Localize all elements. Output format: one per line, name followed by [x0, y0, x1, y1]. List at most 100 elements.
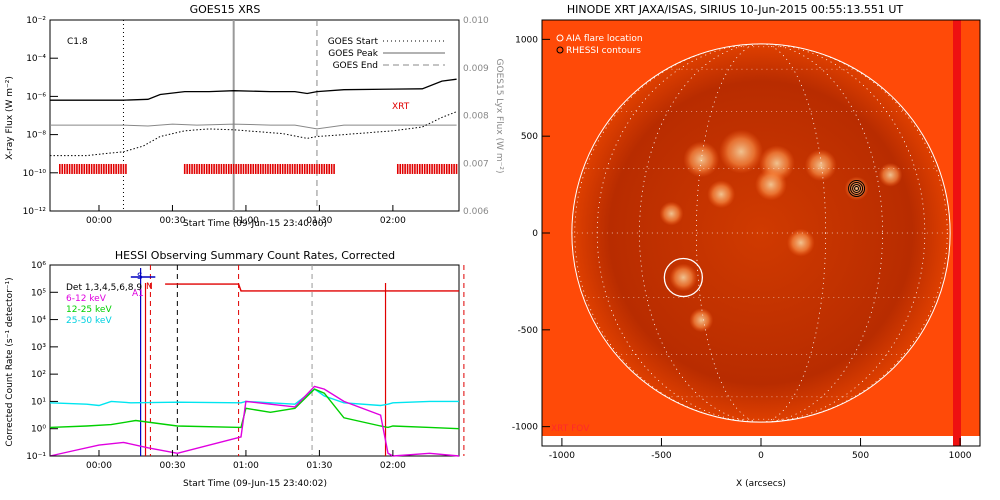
coronal-bright-region	[804, 149, 837, 182]
coronal-bright-region	[669, 263, 698, 292]
goes-series	[50, 78, 457, 157]
solar-disk	[571, 43, 951, 423]
coronal-bright-region	[878, 162, 903, 187]
xrt-y-tick-label: 500	[521, 132, 538, 142]
goes-y-ticks: 10⁻² 10⁻⁴ 10⁻⁶ 10⁻⁸ 10⁻¹⁰ 10⁻¹²	[23, 16, 58, 217]
hessi-legend: Det 1,3,4,5,6,8,9 6-12 keV 12-25 keV 25-…	[66, 283, 142, 326]
coronal-bright-region	[683, 141, 720, 178]
hessi-s-flag: S	[137, 272, 143, 282]
xrt-y-tick-label: 0	[532, 229, 538, 239]
xrt-y-tick-label: -1000	[512, 423, 538, 433]
xrt-y-ticks: 1000 500 0 -500 -1000	[512, 35, 550, 433]
hessi-y-tick-label: 10⁻¹	[26, 452, 46, 462]
legend-rhessi: RHESSI contours	[566, 46, 641, 56]
goes-y-right-tick-label: 0.008	[463, 112, 489, 122]
goes-y-tick-label: 10⁻¹²	[23, 207, 47, 217]
longitude-line	[695, 43, 827, 423]
legend-25-50: 25-50 keV	[66, 316, 112, 326]
rhessi-contour	[848, 179, 866, 197]
hessi-y-tick-label: 10⁵	[31, 288, 46, 298]
hessi-y-label: Corrected Count Rate (s⁻¹ detector⁻¹)	[5, 277, 15, 446]
coronal-bright-region	[719, 129, 763, 174]
hessi-x-ticks: 00:00 00:30 01:00 01:30 02:00	[86, 450, 406, 471]
hessi-x-tick-label: 01:00	[233, 461, 259, 471]
xrt-x-tick-label: 1000	[949, 451, 972, 461]
xrt-x-ticks: -1000 -500 0 500 1000	[549, 438, 972, 461]
hessi-panel: HESSI Observing Summary Count Rates, Cor…	[5, 249, 465, 489]
goes-y-ticks-right: 0.010 0.009 0.008 0.007 0.006	[463, 16, 489, 217]
aia-flare-location-circle	[663, 257, 704, 298]
hessi-n-flag: N	[146, 282, 153, 292]
goes-y-tick-label: 10⁻⁸	[26, 131, 46, 141]
coronal-bright-region	[689, 308, 714, 333]
goes-short-channel-line	[50, 123, 457, 130]
coronal-bright-region	[659, 201, 684, 226]
goes-title: GOES15 XRS	[190, 3, 261, 16]
legend-aia: AIA flare location	[566, 34, 643, 44]
goes-x-tick-label: 00:30	[159, 216, 185, 226]
hessi-x-tick-label: 01:30	[306, 461, 332, 471]
xrt-x-tick-label: 0	[758, 451, 764, 461]
xrt-y-tick-label: -500	[518, 326, 539, 336]
xrt-x-tick-label: 500	[852, 451, 869, 461]
hessi-y-tick-label: 10³	[31, 343, 46, 353]
goes-y-tick-label: 10⁻⁴	[26, 54, 46, 64]
goes-xrt-label: XRT	[392, 102, 410, 112]
xrt-panel: HINODE XRT JAXA/ISAS, SIRIUS 10-Jun-2015…	[512, 3, 981, 489]
hessi-series	[49, 283, 460, 457]
hessi-x-tick-label: 02:00	[380, 461, 406, 471]
longitude-line	[596, 43, 926, 423]
legend-goes-start: GOES Start	[328, 37, 379, 47]
hessi-a-flag: A1	[132, 289, 144, 299]
rhessi-contour	[854, 185, 860, 191]
hessi-y-tick-label: 10⁴	[31, 316, 46, 326]
xrt-x-tick-label: -1000	[549, 451, 575, 461]
hessi-title: HESSI Observing Summary Count Rates, Cor…	[115, 249, 395, 262]
goes-x-tick-label: 00:00	[86, 216, 112, 226]
coronal-bright-region	[707, 180, 736, 209]
hessi-12-25-line	[49, 388, 460, 430]
goes-y-right-tick-label: 0.006	[463, 207, 489, 217]
goes-background-line	[50, 111, 457, 157]
goes-y-label-right: GOES15 Lyx Flux (W m⁻²)	[494, 59, 504, 174]
goes-panel: GOES15 XRS 10⁻² 10⁻⁴ 10⁻⁶ 10⁻⁸ 10⁻¹⁰ 10⁻¹² 0.…	[5, 3, 504, 229]
xrt-fov-label: XRT FOV	[551, 424, 590, 434]
xrt-title: HINODE XRT JAXA/ISAS, SIRIUS 10-Jun-2015…	[567, 3, 904, 16]
goes-y-label: X-ray Flux (W m⁻²)	[5, 76, 15, 160]
legend-12-25: 12-25 keV	[66, 305, 112, 315]
coronal-bright-region	[786, 228, 815, 257]
hessi-y-tick-label: 10²	[31, 370, 46, 380]
legend-6-12: 6-12 keV	[66, 294, 107, 304]
fov-right-bar	[953, 20, 961, 446]
hessi-y-tick-label: 10⁰	[31, 425, 46, 435]
goes-x-tick-label: 02:00	[380, 216, 406, 226]
flare-markers	[663, 179, 866, 298]
solar-limb	[571, 43, 951, 423]
hessi-6-12-line	[49, 385, 460, 457]
hessi-y-tick-label: 10¹	[31, 397, 46, 407]
goes-legend: GOES Start GOES Peak GOES End	[328, 37, 445, 71]
hessi-det-line	[165, 283, 459, 292]
goes-grid	[122, 20, 318, 211]
goes-x-ticks: 00:00 00:30 01:00 01:30 02:00	[86, 205, 406, 226]
hessi-y-ticks: 10⁶ 10⁵ 10⁴ 10³ 10² 10¹ 10⁰ 10⁻¹	[26, 261, 58, 462]
hessi-25-50-line	[49, 388, 459, 407]
hessi-x-tick-label: 00:30	[159, 461, 185, 471]
hessi-x-label: Start Time (09-Jun-15 23:40:02)	[183, 479, 327, 489]
legend-det: Det 1,3,4,5,6,8,9	[66, 283, 142, 293]
legend-goes-end: GOES End	[333, 61, 378, 71]
hessi-y-tick-label: 10⁶	[31, 261, 46, 271]
rhessi-contour	[850, 181, 864, 195]
xrt-x-tick-label: -500	[651, 451, 672, 461]
goes-y-right-tick-label: 0.007	[463, 159, 489, 169]
longitude-line	[574, 43, 948, 423]
rhessi-contour	[852, 183, 862, 193]
goes-y-tick-label: 10⁻²	[26, 16, 46, 26]
hessi-plot-frame	[49, 264, 460, 457]
goes-plot-frame	[49, 19, 460, 212]
goes-class-annotation: C1.8	[67, 37, 88, 47]
legend-goes-peak: GOES Peak	[328, 49, 378, 59]
goes-x-label: Start Time (09-Jun-15 23:40:00)	[183, 219, 327, 229]
goes-long-channel-line	[50, 78, 457, 101]
